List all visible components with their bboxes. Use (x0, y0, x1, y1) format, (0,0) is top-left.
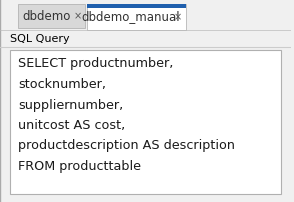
Text: unitcost AS cost,: unitcost AS cost, (18, 119, 125, 132)
Text: dbdemo_manual: dbdemo_manual (81, 11, 180, 23)
Text: SQL Query: SQL Query (10, 34, 69, 44)
Text: productdescription AS description: productdescription AS description (18, 140, 235, 153)
FancyBboxPatch shape (18, 4, 85, 28)
Text: SELECT productnumber,: SELECT productnumber, (18, 58, 173, 70)
Text: ×: × (74, 11, 82, 21)
Text: suppliernumber,: suppliernumber, (18, 99, 123, 112)
Text: stocknumber,: stocknumber, (18, 78, 106, 91)
FancyBboxPatch shape (10, 50, 281, 194)
FancyBboxPatch shape (87, 4, 186, 30)
Text: dbdemo: dbdemo (22, 9, 71, 22)
Text: FROM producttable: FROM producttable (18, 160, 141, 173)
FancyBboxPatch shape (87, 4, 186, 8)
Text: ×: × (174, 12, 182, 22)
